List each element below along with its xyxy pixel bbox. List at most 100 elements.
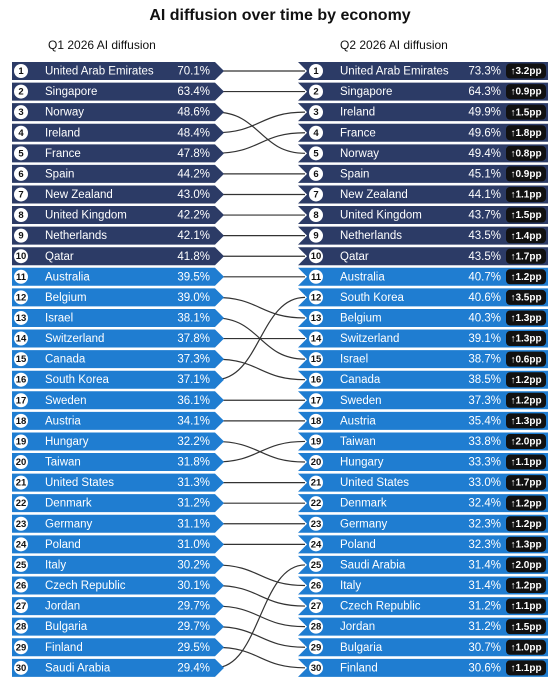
name: Czech Republic <box>340 601 421 613</box>
right-bar <box>298 247 548 266</box>
rank: 5 <box>313 148 319 159</box>
change-badge <box>506 372 546 388</box>
change: ↑0.9pp <box>510 169 541 180</box>
rank: 7 <box>18 189 23 200</box>
value: 30.1% <box>177 580 210 592</box>
name: Austria <box>45 415 81 427</box>
rank-badge <box>309 413 323 428</box>
name: Bulgaria <box>45 621 88 633</box>
name: Ireland <box>340 107 375 119</box>
name: Canada <box>45 354 86 366</box>
value: 43.5% <box>468 230 501 242</box>
name: South Korea <box>340 292 405 304</box>
value: 43.7% <box>468 210 501 222</box>
change-badge <box>506 475 546 491</box>
value: 49.4% <box>468 148 501 160</box>
left-bar <box>12 329 224 348</box>
rank: 10 <box>311 251 322 262</box>
change: ↑1.5pp <box>510 210 541 221</box>
rank: 29 <box>311 642 322 653</box>
value: 70.1% <box>177 66 210 78</box>
rank-badge <box>14 125 28 140</box>
name: Sweden <box>45 395 87 407</box>
value: 49.9% <box>468 107 501 119</box>
change-badge <box>506 289 546 305</box>
name: Australia <box>45 271 90 283</box>
rank-link <box>214 111 306 134</box>
rank: 6 <box>313 169 318 180</box>
value: 44.2% <box>177 168 210 180</box>
rank: 12 <box>311 292 322 303</box>
value: 47.8% <box>177 148 210 160</box>
rank-badge <box>309 475 323 490</box>
rank-badge <box>309 578 323 593</box>
name: Italy <box>45 559 66 571</box>
name: Jordan <box>340 621 375 633</box>
right-bar <box>298 658 548 677</box>
left-bar <box>12 370 224 389</box>
change-badge <box>506 619 546 635</box>
rank: 4 <box>313 128 319 139</box>
rank: 25 <box>16 560 27 571</box>
value: 31.1% <box>177 518 210 530</box>
rank: 12 <box>16 292 27 303</box>
rank-badge <box>14 455 28 470</box>
left-bar <box>12 494 224 513</box>
change: ↑0.9pp <box>510 87 541 98</box>
change-badge <box>506 331 546 347</box>
rank-badge <box>309 619 323 634</box>
name: Spain <box>340 168 369 180</box>
change: ↑1.3pp <box>510 416 541 427</box>
rank-badge <box>14 352 28 367</box>
rank-link <box>214 296 306 319</box>
rank-badge <box>309 496 323 511</box>
name: South Korea <box>45 374 110 386</box>
right-bar <box>298 411 548 430</box>
value: 40.7% <box>468 271 501 283</box>
right-bar <box>298 123 548 142</box>
right-bar <box>298 288 548 307</box>
rank-badge <box>309 228 323 243</box>
chart-title: AI diffusion over time by economy <box>149 7 410 24</box>
rank-badge <box>309 352 323 367</box>
right-bar <box>298 103 548 122</box>
rank: 9 <box>313 231 318 242</box>
rank-badge <box>309 125 323 140</box>
rank: 10 <box>16 251 27 262</box>
value: 30.7% <box>468 642 501 654</box>
change: ↑1.7pp <box>510 478 541 489</box>
value: 31.2% <box>468 601 501 613</box>
name: Switzerland <box>45 333 104 345</box>
rank-link <box>214 626 306 648</box>
left-bar <box>12 185 224 204</box>
rank: 11 <box>311 272 322 283</box>
right-bar <box>298 638 548 657</box>
rank: 23 <box>311 519 322 530</box>
rank: 20 <box>16 457 27 468</box>
rank: 24 <box>16 539 27 550</box>
right-bar <box>298 453 548 472</box>
right-bar <box>298 308 548 327</box>
rank-link <box>214 646 306 669</box>
left-bar <box>12 535 224 554</box>
value: 32.3% <box>468 539 501 551</box>
name: Norway <box>45 107 84 119</box>
rank-link <box>214 584 306 607</box>
rank: 5 <box>18 148 24 159</box>
left-bar <box>12 308 224 327</box>
rank-badge <box>309 64 323 78</box>
name: Finland <box>45 642 83 654</box>
change-badge <box>506 228 546 244</box>
value: 38.5% <box>468 374 501 386</box>
name: Finland <box>340 662 378 674</box>
rank: 13 <box>311 313 322 324</box>
name: United Arab Emirates <box>340 66 449 78</box>
name: Israel <box>45 312 73 324</box>
rank-badge <box>14 619 28 634</box>
change-badge <box>506 186 546 202</box>
value: 32.2% <box>177 436 210 448</box>
rank: 13 <box>16 313 27 324</box>
rank: 2 <box>18 87 23 98</box>
value: 32.4% <box>468 498 501 510</box>
rank-badge <box>14 660 28 675</box>
